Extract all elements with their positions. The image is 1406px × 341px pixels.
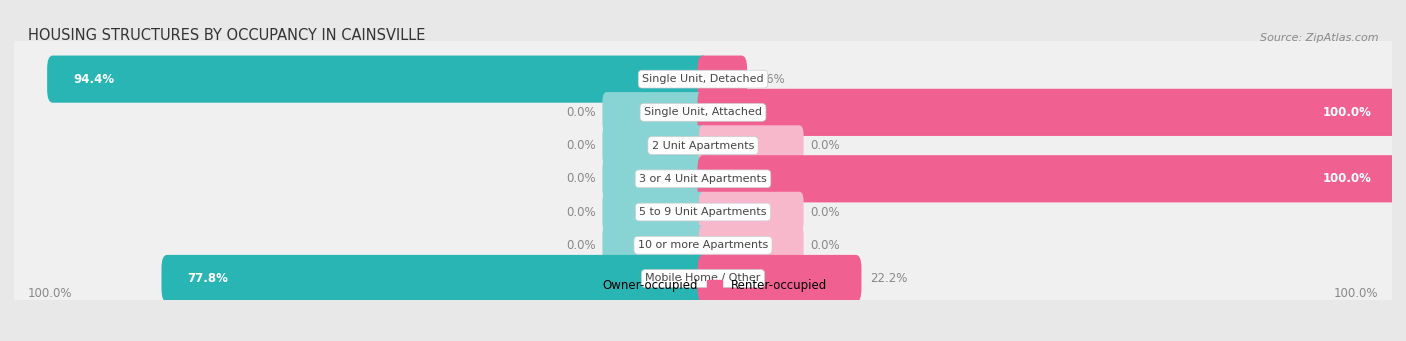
Text: 0.0%: 0.0%	[810, 206, 841, 219]
Text: 0.0%: 0.0%	[565, 239, 596, 252]
Text: 100.0%: 100.0%	[1323, 172, 1371, 185]
Text: 2 Unit Apartments: 2 Unit Apartments	[652, 140, 754, 151]
Text: 100.0%: 100.0%	[28, 287, 72, 300]
FancyBboxPatch shape	[602, 192, 707, 232]
FancyBboxPatch shape	[162, 255, 709, 302]
Text: 3 or 4 Unit Apartments: 3 or 4 Unit Apartments	[640, 174, 766, 184]
FancyBboxPatch shape	[602, 225, 707, 266]
FancyBboxPatch shape	[3, 174, 1403, 250]
FancyBboxPatch shape	[602, 159, 707, 199]
Text: 0.0%: 0.0%	[810, 239, 841, 252]
FancyBboxPatch shape	[699, 125, 804, 166]
Text: 100.0%: 100.0%	[1323, 106, 1371, 119]
FancyBboxPatch shape	[3, 207, 1403, 283]
FancyBboxPatch shape	[699, 192, 804, 232]
FancyBboxPatch shape	[3, 74, 1403, 151]
FancyBboxPatch shape	[697, 255, 862, 302]
Text: Mobile Home / Other: Mobile Home / Other	[645, 273, 761, 283]
Text: 5 to 9 Unit Apartments: 5 to 9 Unit Apartments	[640, 207, 766, 217]
FancyBboxPatch shape	[697, 89, 1398, 136]
FancyBboxPatch shape	[697, 56, 747, 103]
Text: Single Unit, Attached: Single Unit, Attached	[644, 107, 762, 117]
Text: 77.8%: 77.8%	[187, 272, 229, 285]
Text: HOUSING STRUCTURES BY OCCUPANCY IN CAINSVILLE: HOUSING STRUCTURES BY OCCUPANCY IN CAINS…	[28, 28, 425, 43]
Text: 100.0%: 100.0%	[1334, 287, 1378, 300]
Text: Single Unit, Detached: Single Unit, Detached	[643, 74, 763, 84]
FancyBboxPatch shape	[602, 92, 707, 133]
FancyBboxPatch shape	[602, 125, 707, 166]
Text: 10 or more Apartments: 10 or more Apartments	[638, 240, 768, 250]
Text: 5.6%: 5.6%	[755, 73, 785, 86]
Text: 94.4%: 94.4%	[73, 73, 114, 86]
Text: 22.2%: 22.2%	[870, 272, 907, 285]
Text: 0.0%: 0.0%	[810, 139, 841, 152]
Text: 0.0%: 0.0%	[565, 139, 596, 152]
Text: 0.0%: 0.0%	[565, 172, 596, 185]
Legend: Owner-occupied, Renter-occupied: Owner-occupied, Renter-occupied	[574, 274, 832, 297]
FancyBboxPatch shape	[3, 107, 1403, 184]
FancyBboxPatch shape	[3, 140, 1403, 217]
FancyBboxPatch shape	[697, 155, 1398, 203]
Text: Source: ZipAtlas.com: Source: ZipAtlas.com	[1260, 33, 1378, 43]
FancyBboxPatch shape	[3, 41, 1403, 117]
Text: 0.0%: 0.0%	[565, 106, 596, 119]
FancyBboxPatch shape	[48, 56, 709, 103]
Text: 0.0%: 0.0%	[565, 206, 596, 219]
FancyBboxPatch shape	[3, 240, 1403, 317]
FancyBboxPatch shape	[699, 225, 804, 266]
